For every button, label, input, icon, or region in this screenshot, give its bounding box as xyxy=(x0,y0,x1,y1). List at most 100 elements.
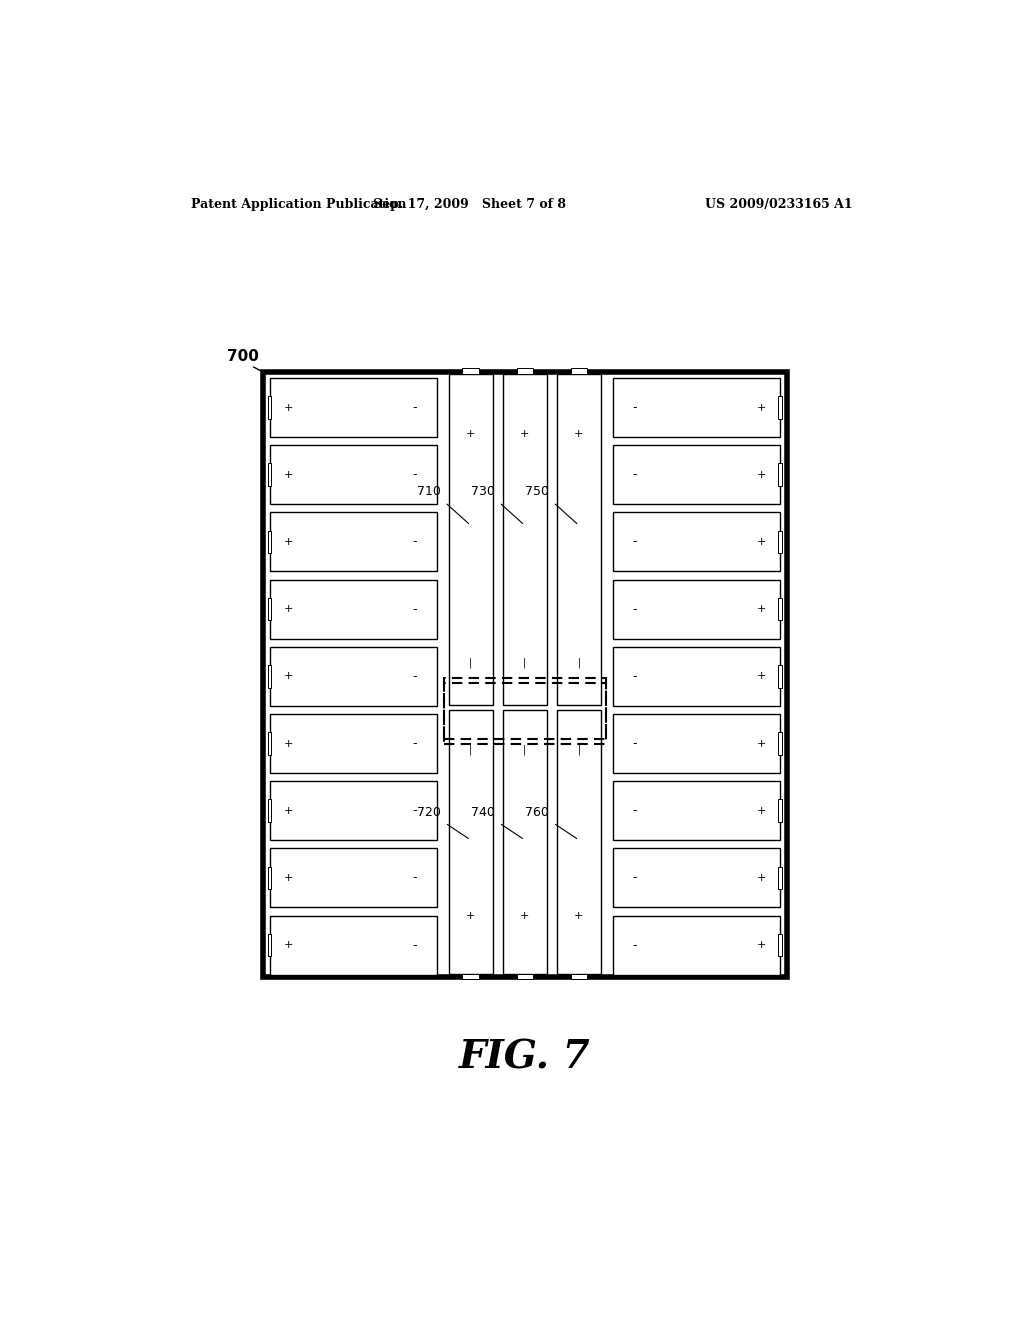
Bar xyxy=(612,445,780,504)
Text: US 2009/0233165 A1: US 2009/0233165 A1 xyxy=(705,198,853,211)
Bar xyxy=(778,800,782,822)
Text: 700: 700 xyxy=(227,348,259,364)
Text: -: - xyxy=(413,469,418,482)
Text: +: + xyxy=(757,805,766,816)
Bar xyxy=(269,579,437,639)
Bar xyxy=(269,849,437,907)
Text: +: + xyxy=(757,873,766,883)
Bar xyxy=(612,512,780,572)
Text: |: | xyxy=(523,657,526,668)
Text: +: + xyxy=(466,429,475,438)
Text: 710: 710 xyxy=(417,486,441,498)
Bar xyxy=(463,974,479,979)
Bar xyxy=(778,933,782,956)
Text: 720: 720 xyxy=(417,805,441,818)
Bar xyxy=(612,714,780,774)
Bar xyxy=(267,396,271,418)
Bar xyxy=(267,800,271,822)
Text: +: + xyxy=(466,911,475,921)
Text: +: + xyxy=(520,911,529,921)
Bar xyxy=(503,710,547,974)
Text: +: + xyxy=(574,429,584,438)
Text: +: + xyxy=(284,805,293,816)
Bar xyxy=(612,378,780,437)
Bar xyxy=(778,531,782,553)
Bar xyxy=(267,665,271,688)
Text: +: + xyxy=(574,911,584,921)
Text: +: + xyxy=(757,403,766,413)
Bar xyxy=(778,867,782,890)
Text: |: | xyxy=(578,744,581,755)
Text: +: + xyxy=(284,403,293,413)
Bar xyxy=(267,867,271,890)
Bar xyxy=(570,974,587,979)
Text: +: + xyxy=(757,672,766,681)
Text: -: - xyxy=(413,939,418,952)
Text: +: + xyxy=(757,605,766,614)
Bar xyxy=(570,368,587,375)
Text: -: - xyxy=(413,603,418,615)
Bar xyxy=(778,598,782,620)
Text: +: + xyxy=(757,940,766,950)
Text: Sep. 17, 2009   Sheet 7 of 8: Sep. 17, 2009 Sheet 7 of 8 xyxy=(373,198,565,211)
Text: |: | xyxy=(523,744,526,755)
Text: |: | xyxy=(578,657,581,668)
Text: -: - xyxy=(632,871,637,884)
Text: -: - xyxy=(632,804,637,817)
Text: -: - xyxy=(413,871,418,884)
Bar xyxy=(269,781,437,841)
Text: -: - xyxy=(632,939,637,952)
Bar xyxy=(557,375,601,705)
Bar xyxy=(443,678,606,739)
Bar xyxy=(267,933,271,956)
Text: Patent Application Publication: Patent Application Publication xyxy=(191,198,407,211)
Bar xyxy=(778,396,782,418)
Text: +: + xyxy=(284,873,293,883)
Text: +: + xyxy=(284,470,293,479)
Bar xyxy=(778,463,782,486)
Bar xyxy=(267,733,271,755)
Text: -: - xyxy=(632,737,637,750)
Bar xyxy=(516,974,534,979)
Text: +: + xyxy=(284,672,293,681)
Bar xyxy=(267,463,271,486)
Text: 750: 750 xyxy=(525,486,549,498)
Text: -: - xyxy=(413,804,418,817)
Bar xyxy=(269,916,437,974)
Bar xyxy=(267,598,271,620)
Text: -: - xyxy=(632,603,637,615)
Bar xyxy=(516,368,534,375)
Bar xyxy=(612,579,780,639)
Text: +: + xyxy=(757,738,766,748)
Text: +: + xyxy=(284,605,293,614)
Text: -: - xyxy=(632,401,637,414)
Bar xyxy=(269,512,437,572)
Text: +: + xyxy=(520,429,529,438)
Bar xyxy=(269,714,437,774)
Bar xyxy=(267,531,271,553)
Text: FIG. 7: FIG. 7 xyxy=(459,1039,591,1077)
Text: 730: 730 xyxy=(471,486,496,498)
Text: -: - xyxy=(413,401,418,414)
Bar xyxy=(612,647,780,706)
Text: 760: 760 xyxy=(525,805,549,818)
Bar xyxy=(449,710,493,974)
Bar xyxy=(463,368,479,375)
Text: +: + xyxy=(284,738,293,748)
Text: 740: 740 xyxy=(471,805,496,818)
Bar xyxy=(269,445,437,504)
Bar xyxy=(557,710,601,974)
Text: +: + xyxy=(757,537,766,546)
Text: -: - xyxy=(632,469,637,482)
Text: |: | xyxy=(469,657,472,668)
Text: +: + xyxy=(284,940,293,950)
Bar xyxy=(612,849,780,907)
Bar xyxy=(612,781,780,841)
Bar xyxy=(778,733,782,755)
Text: +: + xyxy=(757,470,766,479)
Text: -: - xyxy=(413,536,418,548)
Bar xyxy=(503,375,547,705)
Bar xyxy=(269,378,437,437)
Bar xyxy=(449,375,493,705)
Text: |: | xyxy=(469,744,472,755)
